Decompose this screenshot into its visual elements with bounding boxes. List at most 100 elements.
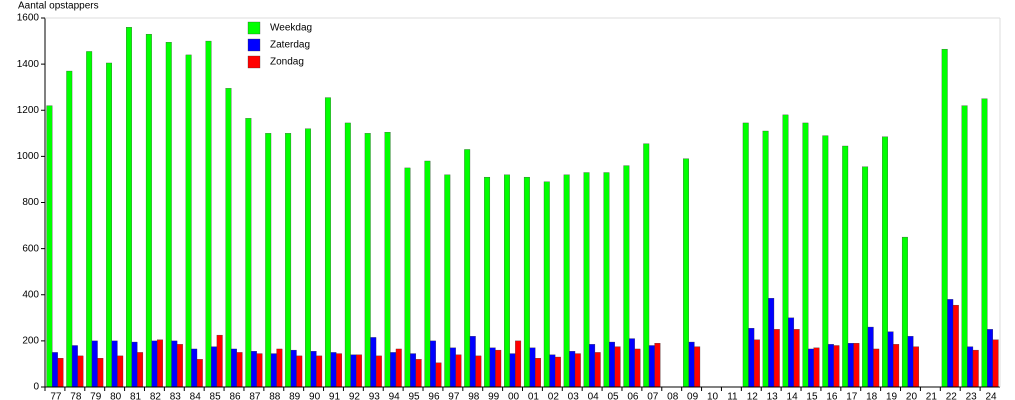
legend-swatch bbox=[247, 55, 261, 69]
x-tick-label: 85 bbox=[210, 392, 222, 400]
bar bbox=[305, 128, 311, 388]
bar bbox=[563, 174, 570, 388]
bar bbox=[330, 352, 337, 388]
bar bbox=[196, 359, 203, 388]
bar bbox=[867, 326, 874, 388]
bar bbox=[395, 348, 402, 388]
x-tick-label: 83 bbox=[170, 392, 182, 400]
bar bbox=[853, 343, 860, 388]
bar bbox=[444, 174, 451, 388]
x-tick-label: 17 bbox=[846, 392, 858, 400]
x-tick-label: 78 bbox=[70, 392, 82, 400]
x-tick-label: 22 bbox=[946, 392, 958, 400]
bar bbox=[882, 136, 888, 388]
legend-swatch bbox=[247, 38, 261, 52]
bar bbox=[46, 105, 53, 388]
bar bbox=[847, 343, 854, 388]
x-tick-label: 07 bbox=[647, 392, 659, 400]
x-tick-label: 95 bbox=[409, 392, 421, 400]
bar bbox=[157, 339, 163, 388]
x-tick-label: 18 bbox=[866, 392, 878, 400]
legend-label: Weekdag bbox=[270, 23, 312, 34]
bar bbox=[683, 158, 689, 388]
bar bbox=[654, 343, 661, 388]
bar bbox=[151, 340, 158, 388]
x-tick-label: 16 bbox=[826, 392, 838, 400]
bar bbox=[424, 160, 431, 388]
bar bbox=[833, 345, 840, 388]
bar bbox=[623, 165, 630, 388]
x-tick-label: 21 bbox=[926, 392, 938, 400]
bar bbox=[165, 42, 172, 388]
bar bbox=[370, 337, 377, 388]
bar bbox=[350, 354, 357, 388]
x-tick-label: 14 bbox=[787, 392, 799, 400]
bar bbox=[126, 27, 132, 388]
bar bbox=[390, 352, 397, 388]
bar bbox=[66, 70, 73, 388]
y-tick-label: 1600 bbox=[17, 13, 40, 24]
x-tick-label: 23 bbox=[966, 392, 978, 400]
bar bbox=[430, 340, 436, 388]
x-tick-label: 84 bbox=[190, 392, 202, 400]
x-tick-label: 88 bbox=[269, 392, 281, 400]
bar bbox=[842, 145, 849, 388]
bar bbox=[967, 346, 974, 388]
x-tick-label: 15 bbox=[806, 392, 818, 400]
bar bbox=[788, 317, 795, 388]
bar bbox=[981, 98, 988, 388]
bar bbox=[145, 33, 152, 388]
bar bbox=[364, 133, 371, 388]
legend-swatch bbox=[247, 21, 261, 35]
bar bbox=[71, 345, 78, 388]
bar bbox=[873, 348, 880, 388]
bar bbox=[987, 329, 993, 388]
bar bbox=[742, 122, 749, 388]
bar bbox=[535, 358, 541, 388]
bar bbox=[171, 340, 178, 388]
bar bbox=[91, 340, 98, 388]
bar bbox=[410, 353, 417, 388]
y-tick-label: 1200 bbox=[17, 105, 40, 116]
bar bbox=[384, 132, 391, 388]
bar bbox=[913, 346, 919, 388]
bar bbox=[822, 135, 829, 388]
x-tick-label: 08 bbox=[667, 392, 679, 400]
bar bbox=[296, 355, 303, 388]
bar bbox=[415, 359, 422, 388]
bar bbox=[688, 341, 695, 388]
bar bbox=[77, 355, 84, 388]
bar bbox=[827, 344, 834, 388]
bar bbox=[435, 362, 442, 388]
bar bbox=[310, 351, 317, 388]
y-tick-label: 200 bbox=[22, 336, 39, 347]
x-tick-label: 12 bbox=[747, 392, 759, 400]
bar bbox=[484, 176, 491, 388]
x-tick-label: 03 bbox=[568, 392, 580, 400]
x-tick-label: 80 bbox=[110, 392, 122, 400]
y-tick-label: 800 bbox=[22, 197, 39, 208]
bar bbox=[316, 355, 323, 388]
bar bbox=[86, 51, 93, 388]
x-tick-label: 04 bbox=[588, 392, 600, 400]
y-tick-label: 600 bbox=[22, 243, 39, 254]
x-tick-label: 89 bbox=[289, 392, 301, 400]
bar bbox=[793, 329, 800, 388]
bar bbox=[972, 349, 979, 388]
bar bbox=[628, 338, 635, 388]
bar bbox=[907, 336, 914, 388]
x-tick-label: 92 bbox=[349, 392, 361, 400]
bar bbox=[469, 336, 476, 388]
y-tick-label: 1000 bbox=[17, 151, 40, 162]
bar bbox=[117, 355, 124, 388]
bar bbox=[265, 133, 272, 388]
x-tick-label: 87 bbox=[249, 392, 261, 400]
x-tick-label: 99 bbox=[488, 392, 500, 400]
bar bbox=[887, 331, 894, 388]
bar bbox=[574, 353, 581, 388]
bar bbox=[489, 347, 496, 388]
bar bbox=[594, 352, 601, 388]
bar bbox=[609, 341, 615, 388]
bar bbox=[97, 358, 104, 388]
